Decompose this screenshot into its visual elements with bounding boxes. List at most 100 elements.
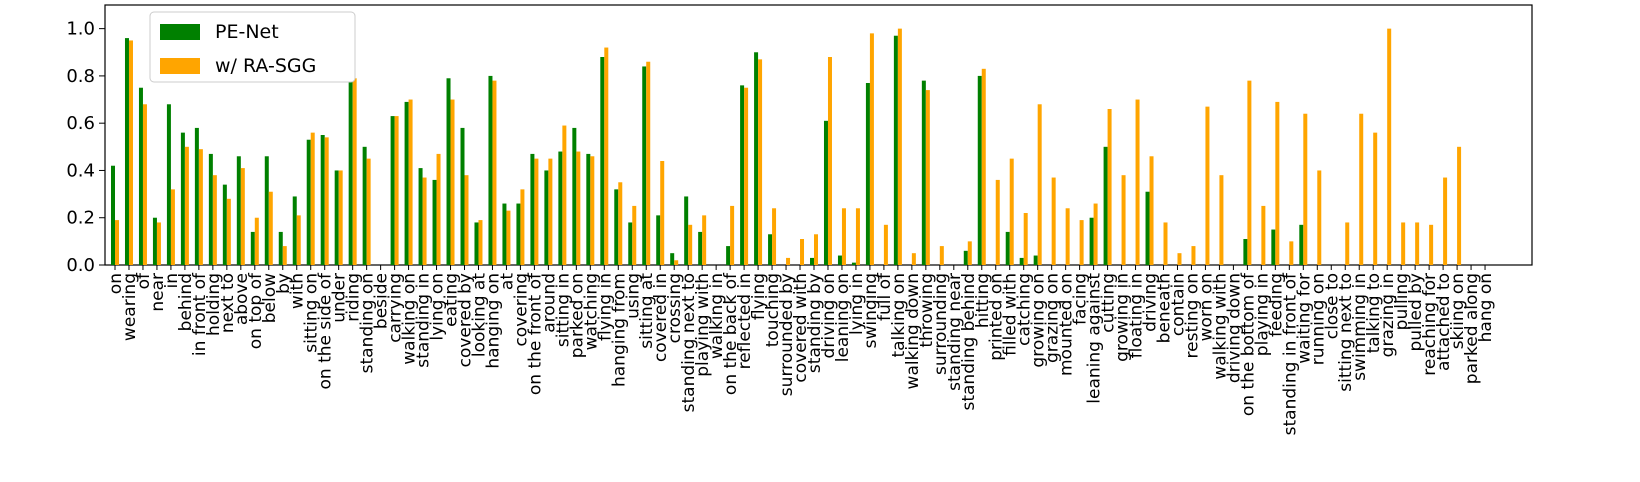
x-tick-label: surrounding <box>931 273 951 375</box>
x-tick-label: looking at <box>469 273 489 357</box>
bar <box>530 153 535 265</box>
legend-label: w/ RA-SGG <box>215 55 316 77</box>
bar <box>296 215 301 265</box>
bar <box>278 231 283 265</box>
bar <box>1093 203 1098 265</box>
bar <box>726 246 731 265</box>
bar <box>758 59 763 266</box>
bar <box>236 156 241 265</box>
bar <box>422 177 427 265</box>
x-tick-label: walking down <box>903 273 923 389</box>
bar <box>534 158 539 265</box>
x-tick-label: playing with <box>693 273 713 377</box>
bar <box>111 165 115 265</box>
x-tick-label: wearing <box>120 273 140 341</box>
bar <box>184 146 189 265</box>
x-tick-label: in <box>162 273 182 289</box>
x-tick-label: holding <box>204 273 224 336</box>
bar <box>883 224 888 265</box>
bar <box>562 125 567 265</box>
bar <box>1019 257 1024 265</box>
bar <box>1415 222 1420 265</box>
x-tick-label: at <box>497 273 517 290</box>
bar <box>730 205 735 265</box>
x-tick-label: using <box>623 273 643 319</box>
x-tick-label: beside <box>372 273 392 329</box>
x-tick-label: walking in <box>707 273 727 359</box>
bar <box>921 80 926 266</box>
x-tick-label: resting on <box>1182 273 1202 358</box>
x-tick-label: on the front of <box>525 272 545 395</box>
bar <box>222 184 227 265</box>
bar <box>1009 158 1014 265</box>
legend-swatch <box>160 24 200 40</box>
bar <box>1271 229 1276 265</box>
bar <box>436 153 441 265</box>
legend-label: PE-Net <box>215 21 279 43</box>
bar <box>810 257 814 265</box>
x-tick-label: floating in <box>1127 273 1147 358</box>
bar <box>1205 106 1210 266</box>
bar <box>502 203 507 265</box>
bar <box>768 234 773 265</box>
bar <box>1289 241 1294 265</box>
x-tick-label: eating <box>442 273 462 327</box>
x-tick-label: filled with <box>1001 273 1021 356</box>
bar <box>334 170 339 265</box>
x-tick-label: grazing on <box>1043 273 1063 363</box>
x-tick-label: flying <box>749 273 769 320</box>
x-tick-label: with <box>288 273 308 309</box>
bar <box>474 222 479 265</box>
bar <box>1443 177 1448 265</box>
x-tick-label: hang on <box>1476 273 1496 342</box>
x-tick-label: walking with <box>1210 273 1230 380</box>
bar <box>1005 231 1010 265</box>
bar <box>338 170 343 265</box>
y-tick-label: 0.6 <box>66 113 95 134</box>
x-tick-label: standing by <box>805 273 825 373</box>
x-tick-label: lying on <box>428 273 448 341</box>
x-tick-label: covered with <box>791 273 811 383</box>
x-tick-label: walking on <box>400 273 420 365</box>
bar <box>1373 132 1378 265</box>
x-tick-label: by <box>274 273 294 294</box>
bar <box>614 189 619 265</box>
x-tick-label: standing near <box>945 273 965 391</box>
x-tick-label: driving <box>1141 273 1161 332</box>
bar <box>1457 146 1462 265</box>
bar <box>702 215 707 265</box>
bar <box>1107 109 1112 265</box>
bar <box>1121 175 1126 265</box>
x-tick-label: lying in <box>847 273 867 335</box>
bar <box>194 127 199 265</box>
x-tick-label: surrounded by <box>777 273 797 396</box>
bar <box>348 73 353 265</box>
x-tick-label: playing in <box>1252 273 1272 356</box>
x-tick-label: crossing <box>665 273 685 343</box>
bar <box>869 33 874 266</box>
bar <box>897 28 902 265</box>
x-tick-label: on <box>106 273 126 294</box>
x-tick-label: sitting next to <box>1336 273 1356 392</box>
bar <box>1079 220 1084 265</box>
x-tick-label: facing <box>1071 273 1091 325</box>
bar <box>170 189 175 265</box>
bar <box>600 57 605 265</box>
bar <box>1317 170 1322 265</box>
x-tick-label: sitting in <box>553 273 573 347</box>
x-tick-label: hanging on <box>483 273 503 369</box>
bar <box>544 170 549 265</box>
x-tick-label: talking on <box>889 273 909 358</box>
x-tick-label: standing next to <box>679 273 699 412</box>
bar <box>198 149 203 265</box>
y-tick-label: 0.0 <box>66 255 95 276</box>
bar <box>488 75 493 265</box>
bar <box>977 75 982 265</box>
bar <box>925 90 930 265</box>
x-tick-label: sitting on <box>302 273 322 353</box>
x-tick-label: talking to <box>1364 273 1384 353</box>
bar <box>1429 224 1434 265</box>
bar <box>800 239 805 265</box>
bar <box>698 231 703 265</box>
